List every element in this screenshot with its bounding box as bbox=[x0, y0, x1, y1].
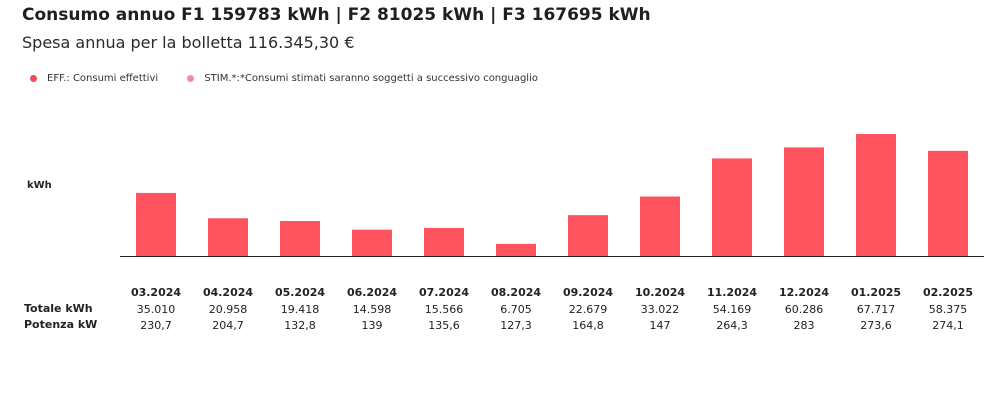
x-tick-label: 06.2024 bbox=[347, 286, 397, 299]
potenza-kw-value: 264,3 bbox=[716, 319, 748, 332]
bar-05.2024 bbox=[280, 221, 320, 256]
potenza-kw-value: 127,3 bbox=[500, 319, 532, 332]
potenza-kw-value: 164,8 bbox=[572, 319, 604, 332]
y-axis-label: kWh bbox=[27, 180, 52, 191]
potenza-kw-value: 204,7 bbox=[212, 319, 244, 332]
bar-11.2024 bbox=[712, 158, 752, 256]
legend-swatch-effective bbox=[30, 75, 37, 82]
x-tick-label: 10.2024 bbox=[635, 286, 685, 299]
bar-10.2024 bbox=[640, 196, 680, 256]
chart-title: Consumo annuo F1 159783 kWh | F2 81025 k… bbox=[22, 5, 651, 25]
x-tick-label: 05.2024 bbox=[275, 286, 325, 299]
legend-label-estimated: STIM.*:*Consumi stimati saranno soggetti… bbox=[204, 73, 538, 84]
bar-12.2024 bbox=[784, 147, 824, 256]
totale-kwh-value: 6.705 bbox=[500, 303, 532, 316]
bar-06.2024 bbox=[352, 229, 392, 256]
bar-07.2024 bbox=[424, 227, 464, 256]
totale-kwh-value: 19.418 bbox=[281, 303, 320, 316]
potenza-kw-value: 273,6 bbox=[860, 319, 892, 332]
x-tick-label: 12.2024 bbox=[779, 286, 829, 299]
chart-subtitle: Spesa annua per la bolletta 116.345,30 € bbox=[22, 33, 355, 52]
totale-kwh-value: 58.375 bbox=[929, 303, 968, 316]
bar-09.2024 bbox=[568, 215, 608, 256]
potenza-kw-value: 132,8 bbox=[284, 319, 316, 332]
bar-03.2024 bbox=[136, 192, 176, 256]
potenza-kw-value: 139 bbox=[362, 319, 383, 332]
totale-kwh-value: 54.169 bbox=[713, 303, 752, 316]
x-tick-label: 04.2024 bbox=[203, 286, 253, 299]
totale-kwh-value: 33.022 bbox=[641, 303, 680, 316]
totale-kwh-value: 22.679 bbox=[569, 303, 608, 316]
legend-item-effective: EFF.: Consumi effettivi bbox=[30, 73, 158, 84]
totale-kwh-value: 20.958 bbox=[209, 303, 248, 316]
x-tick-label: 02.2025 bbox=[923, 286, 973, 299]
totale-kwh-value: 67.717 bbox=[857, 303, 896, 316]
totale-kwh-value: 14.598 bbox=[353, 303, 392, 316]
x-tick-label: 01.2025 bbox=[851, 286, 901, 299]
legend-label-effective: EFF.: Consumi effettivi bbox=[47, 73, 159, 84]
potenza-kw-value: 230,7 bbox=[140, 319, 172, 332]
row-label-totale: Totale kWh bbox=[24, 302, 93, 315]
potenza-kw-value: 274,1 bbox=[932, 319, 964, 332]
legend-swatch-estimated bbox=[187, 75, 195, 82]
bar-08.2024 bbox=[496, 243, 536, 256]
x-tick-label: 08.2024 bbox=[491, 286, 541, 299]
bar-02.2025 bbox=[928, 150, 968, 256]
potenza-kw-value: 135,6 bbox=[428, 319, 460, 332]
bar-01.2025 bbox=[856, 134, 896, 256]
row-label-potenza: Potenza kW bbox=[24, 318, 98, 331]
potenza-kw-value: 147 bbox=[650, 319, 671, 332]
bar-04.2024 bbox=[208, 218, 248, 256]
totale-kwh-value: 15.566 bbox=[425, 303, 464, 316]
legend: EFF.: Consumi effettivi STIM.*:*Consumi … bbox=[30, 73, 564, 85]
x-tick-label: 07.2024 bbox=[419, 286, 469, 299]
x-tick-label: 03.2024 bbox=[131, 286, 181, 299]
potenza-kw-value: 283 bbox=[794, 319, 815, 332]
x-tick-label: 11.2024 bbox=[707, 286, 757, 299]
totale-kwh-value: 35.010 bbox=[137, 303, 176, 316]
totale-kwh-value: 60.286 bbox=[785, 303, 824, 316]
x-tick-label: 09.2024 bbox=[563, 286, 613, 299]
legend-item-estimated: STIM.*:*Consumi stimati saranno soggetti… bbox=[187, 73, 538, 84]
